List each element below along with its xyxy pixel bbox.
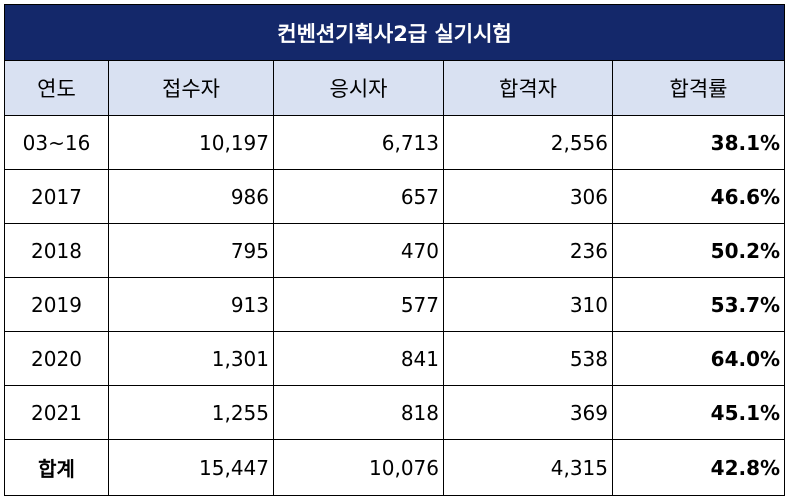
header-year: 연도: [4, 60, 109, 116]
pass-rate-cell: 64.0%: [611, 331, 786, 386]
passers-cell: 369: [443, 385, 613, 440]
year-cell: 2017: [4, 169, 109, 224]
passers-cell: 2,556: [443, 115, 613, 170]
table-title: 컨벤션기획사2급 실기시험: [3, 4, 786, 61]
applicants-cell: 795: [108, 223, 274, 278]
total-label: 합계: [4, 439, 109, 496]
year-cell: 2019: [4, 277, 109, 332]
year-cell: 03~16: [4, 115, 109, 170]
table-row: 2017 986 657 306 46.6%: [4, 169, 786, 224]
exam-stats-table: 컨벤션기획사2급 실기시험 연도 접수자 응시자 합격자 합격률 03~16 1…: [3, 4, 786, 496]
year-cell: 2018: [4, 223, 109, 278]
applicants-cell: 913: [108, 277, 274, 332]
total-examinees-cell: 10,076: [273, 439, 444, 496]
total-pass-rate-cell: 42.8%: [611, 439, 786, 496]
total-row: 합계 15,447 10,076 4,315 42.8%: [4, 439, 786, 496]
applicants-cell: 1,255: [108, 385, 274, 440]
examinees-cell: 577: [273, 277, 444, 332]
header-examinees: 응시자: [273, 60, 444, 116]
total-applicants-cell: 15,447: [108, 439, 274, 496]
passers-cell: 538: [443, 331, 613, 386]
passers-cell: 310: [443, 277, 613, 332]
examinees-cell: 6,713: [273, 115, 444, 170]
applicants-cell: 986: [108, 169, 274, 224]
header-passers: 합격자: [443, 60, 613, 116]
passers-cell: 236: [443, 223, 613, 278]
applicants-cell: 10,197: [108, 115, 274, 170]
pass-rate-cell: 50.2%: [611, 223, 786, 278]
year-cell: 2021: [4, 385, 109, 440]
table-row: 2021 1,255 818 369 45.1%: [4, 385, 786, 440]
pass-rate-cell: 38.1%: [611, 115, 786, 170]
pass-rate-cell: 46.6%: [611, 169, 786, 224]
table-row: 03~16 10,197 6,713 2,556 38.1%: [4, 115, 786, 170]
pass-rate-cell: 45.1%: [611, 385, 786, 440]
year-cell: 2020: [4, 331, 109, 386]
applicants-cell: 1,301: [108, 331, 274, 386]
passers-cell: 306: [443, 169, 613, 224]
header-pass-rate: 합격률: [611, 60, 786, 116]
table-row: 2019 913 577 310 53.7%: [4, 277, 786, 332]
examinees-cell: 470: [273, 223, 444, 278]
examinees-cell: 818: [273, 385, 444, 440]
table-row: 2020 1,301 841 538 64.0%: [4, 331, 786, 386]
examinees-cell: 841: [273, 331, 444, 386]
table-row: 2018 795 470 236 50.2%: [4, 223, 786, 278]
examinees-cell: 657: [273, 169, 444, 224]
header-applicants: 접수자: [108, 60, 274, 116]
pass-rate-cell: 53.7%: [611, 277, 786, 332]
total-passers-cell: 4,315: [443, 439, 613, 496]
